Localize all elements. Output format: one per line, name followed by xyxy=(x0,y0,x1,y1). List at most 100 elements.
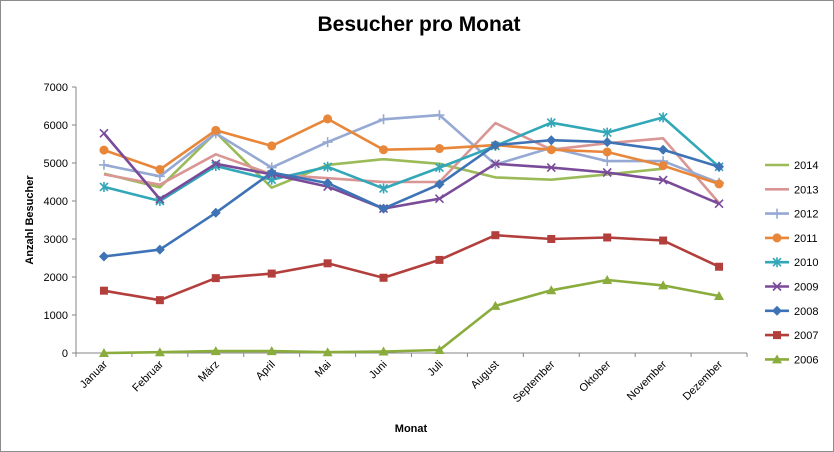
x-axis-title: Monat xyxy=(395,423,428,435)
x-tick-label: Juni xyxy=(367,359,390,382)
series-line-2009 xyxy=(103,132,720,210)
series-2008 xyxy=(98,135,725,262)
series-2014 xyxy=(103,131,664,189)
x-tick-label: Oktober xyxy=(577,358,613,394)
data-point-2010 xyxy=(99,181,109,192)
legend-item-2007: 2007 xyxy=(765,330,818,342)
data-point-2006 xyxy=(154,347,165,357)
data-point-2009 xyxy=(434,194,445,204)
legend-marker xyxy=(772,305,782,316)
y-tick-label: 1000 xyxy=(44,310,68,322)
data-point-2008 xyxy=(266,167,277,178)
data-point-2007 xyxy=(99,286,108,295)
data-point-2008 xyxy=(210,207,221,218)
x-tick-label: Mai xyxy=(313,359,334,380)
legend-label: 2006 xyxy=(794,354,818,366)
legend-item-2010: 2010 xyxy=(765,257,818,269)
series-line-2013 xyxy=(103,121,720,204)
data-point-2011 xyxy=(211,125,221,135)
data-point-2011 xyxy=(323,114,333,124)
x-tick-label: April xyxy=(254,359,278,383)
series-line-2010 xyxy=(103,116,720,203)
data-point-2006 xyxy=(490,300,501,310)
series-2006 xyxy=(98,275,725,357)
legend-item-2011: 2011 xyxy=(765,233,818,245)
legend-item-2014: 2014 xyxy=(765,160,818,172)
data-point-2006 xyxy=(322,347,333,357)
x-tick-label: Februar xyxy=(130,358,166,394)
data-point-2007 xyxy=(323,259,332,268)
data-point-2008 xyxy=(546,135,557,146)
y-tick-label: 5000 xyxy=(44,158,68,170)
legend-item-2013: 2013 xyxy=(765,184,818,196)
x-tick-label: Dezember xyxy=(681,358,726,403)
series-line-2012 xyxy=(103,113,720,185)
data-point-2010 xyxy=(658,112,668,123)
x-tick-label: Januar xyxy=(78,358,111,391)
series-line-2014 xyxy=(103,131,664,189)
y-tick-label: 7000 xyxy=(44,82,68,94)
data-point-2007 xyxy=(715,262,724,271)
y-tick-label: 4000 xyxy=(44,196,68,208)
axes: 0 1000 2000 3000 4000 5000 6000 7000 Januar Febru… xyxy=(44,82,748,405)
legend-label: 2008 xyxy=(794,306,818,318)
data-point-2008 xyxy=(154,244,165,255)
data-point-2008 xyxy=(98,251,109,262)
y-tick-label: 6000 xyxy=(44,120,68,132)
data-point-2008 xyxy=(602,137,613,148)
y-tick-label: 3000 xyxy=(44,234,68,246)
data-point-2008 xyxy=(322,178,333,189)
series-line-2006 xyxy=(103,278,720,355)
legend-marker xyxy=(772,233,782,243)
series-2010 xyxy=(99,112,724,206)
series-2011 xyxy=(99,114,724,189)
data-point-2007 xyxy=(547,235,556,243)
data-point-2011 xyxy=(658,161,668,171)
data-point-2008 xyxy=(658,144,669,155)
data-point-2006 xyxy=(602,275,613,285)
data-point-2009 xyxy=(211,159,221,169)
data-point-2011 xyxy=(434,144,444,154)
data-point-2009 xyxy=(658,175,668,185)
y-axis-title: Anzahl Besucher xyxy=(24,175,36,265)
data-point-2006 xyxy=(98,348,109,357)
legend-marker xyxy=(772,208,782,219)
series-2007 xyxy=(99,231,724,305)
data-point-2007 xyxy=(659,236,668,245)
legend-label: 2012 xyxy=(794,209,818,221)
data-point-2009 xyxy=(546,162,556,173)
data-point-2006 xyxy=(546,285,557,295)
data-point-2008 xyxy=(714,161,725,172)
data-point-2010 xyxy=(323,161,333,172)
data-point-2006 xyxy=(266,346,277,356)
x-tick-label: März xyxy=(196,359,222,385)
legend-label: 2010 xyxy=(794,257,818,269)
legend-label: 2011 xyxy=(794,233,818,245)
data-point-2009 xyxy=(714,199,724,209)
data-point-2006 xyxy=(714,291,725,300)
data-point-2010 xyxy=(602,127,612,138)
series-2013 xyxy=(103,121,720,204)
data-point-2009 xyxy=(490,159,500,169)
legend-label: 2014 xyxy=(794,160,818,172)
data-point-2008 xyxy=(490,140,501,151)
y-tick-label: 2000 xyxy=(44,272,68,284)
data-point-2010 xyxy=(434,162,445,173)
data-point-2007 xyxy=(267,269,276,278)
legend-marker xyxy=(772,354,782,364)
data-point-2007 xyxy=(491,231,500,240)
legend-item-2006: 2006 xyxy=(765,354,818,366)
data-point-2009 xyxy=(99,128,109,138)
data-point-2012 xyxy=(322,137,333,148)
data-point-2009 xyxy=(155,194,165,204)
legend-label: 2013 xyxy=(794,184,818,196)
legend-item-2009: 2009 xyxy=(765,282,818,294)
data-point-2011 xyxy=(714,179,724,189)
legend-item-2008: 2008 xyxy=(765,305,818,318)
data-point-2011 xyxy=(267,141,277,151)
legend-marker xyxy=(772,281,782,292)
data-point-2009 xyxy=(602,167,612,178)
x-tick-label: September xyxy=(511,358,558,405)
x-tick-label: November xyxy=(625,358,670,403)
series-line-2007 xyxy=(103,233,720,302)
